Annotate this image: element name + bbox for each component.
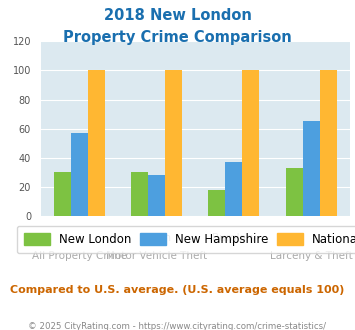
Text: Larceny & Theft: Larceny & Theft: [270, 251, 353, 261]
Text: Arson: Arson: [142, 233, 172, 243]
Bar: [320, 70, 337, 216]
Text: All Property Crime: All Property Crime: [32, 251, 127, 261]
Text: 2018 New London: 2018 New London: [104, 8, 251, 23]
Bar: [285, 168, 302, 216]
Bar: [208, 190, 225, 216]
Legend: New London, New Hampshire, National: New London, New Hampshire, National: [17, 226, 355, 253]
Bar: [54, 172, 71, 216]
Text: Property Crime Comparison: Property Crime Comparison: [63, 30, 292, 45]
Text: Motor Vehicle Theft: Motor Vehicle Theft: [106, 251, 207, 261]
Text: © 2025 CityRating.com - https://www.cityrating.com/crime-statistics/: © 2025 CityRating.com - https://www.city…: [28, 322, 327, 330]
Text: Compared to U.S. average. (U.S. average equals 100): Compared to U.S. average. (U.S. average …: [10, 285, 345, 295]
Bar: [225, 162, 242, 216]
Bar: [242, 70, 260, 216]
Bar: [131, 172, 148, 216]
Text: Burglary: Burglary: [212, 233, 256, 243]
Bar: [302, 121, 320, 216]
Bar: [71, 133, 88, 216]
Bar: [88, 70, 105, 216]
Bar: [165, 70, 182, 216]
Bar: [148, 175, 165, 216]
